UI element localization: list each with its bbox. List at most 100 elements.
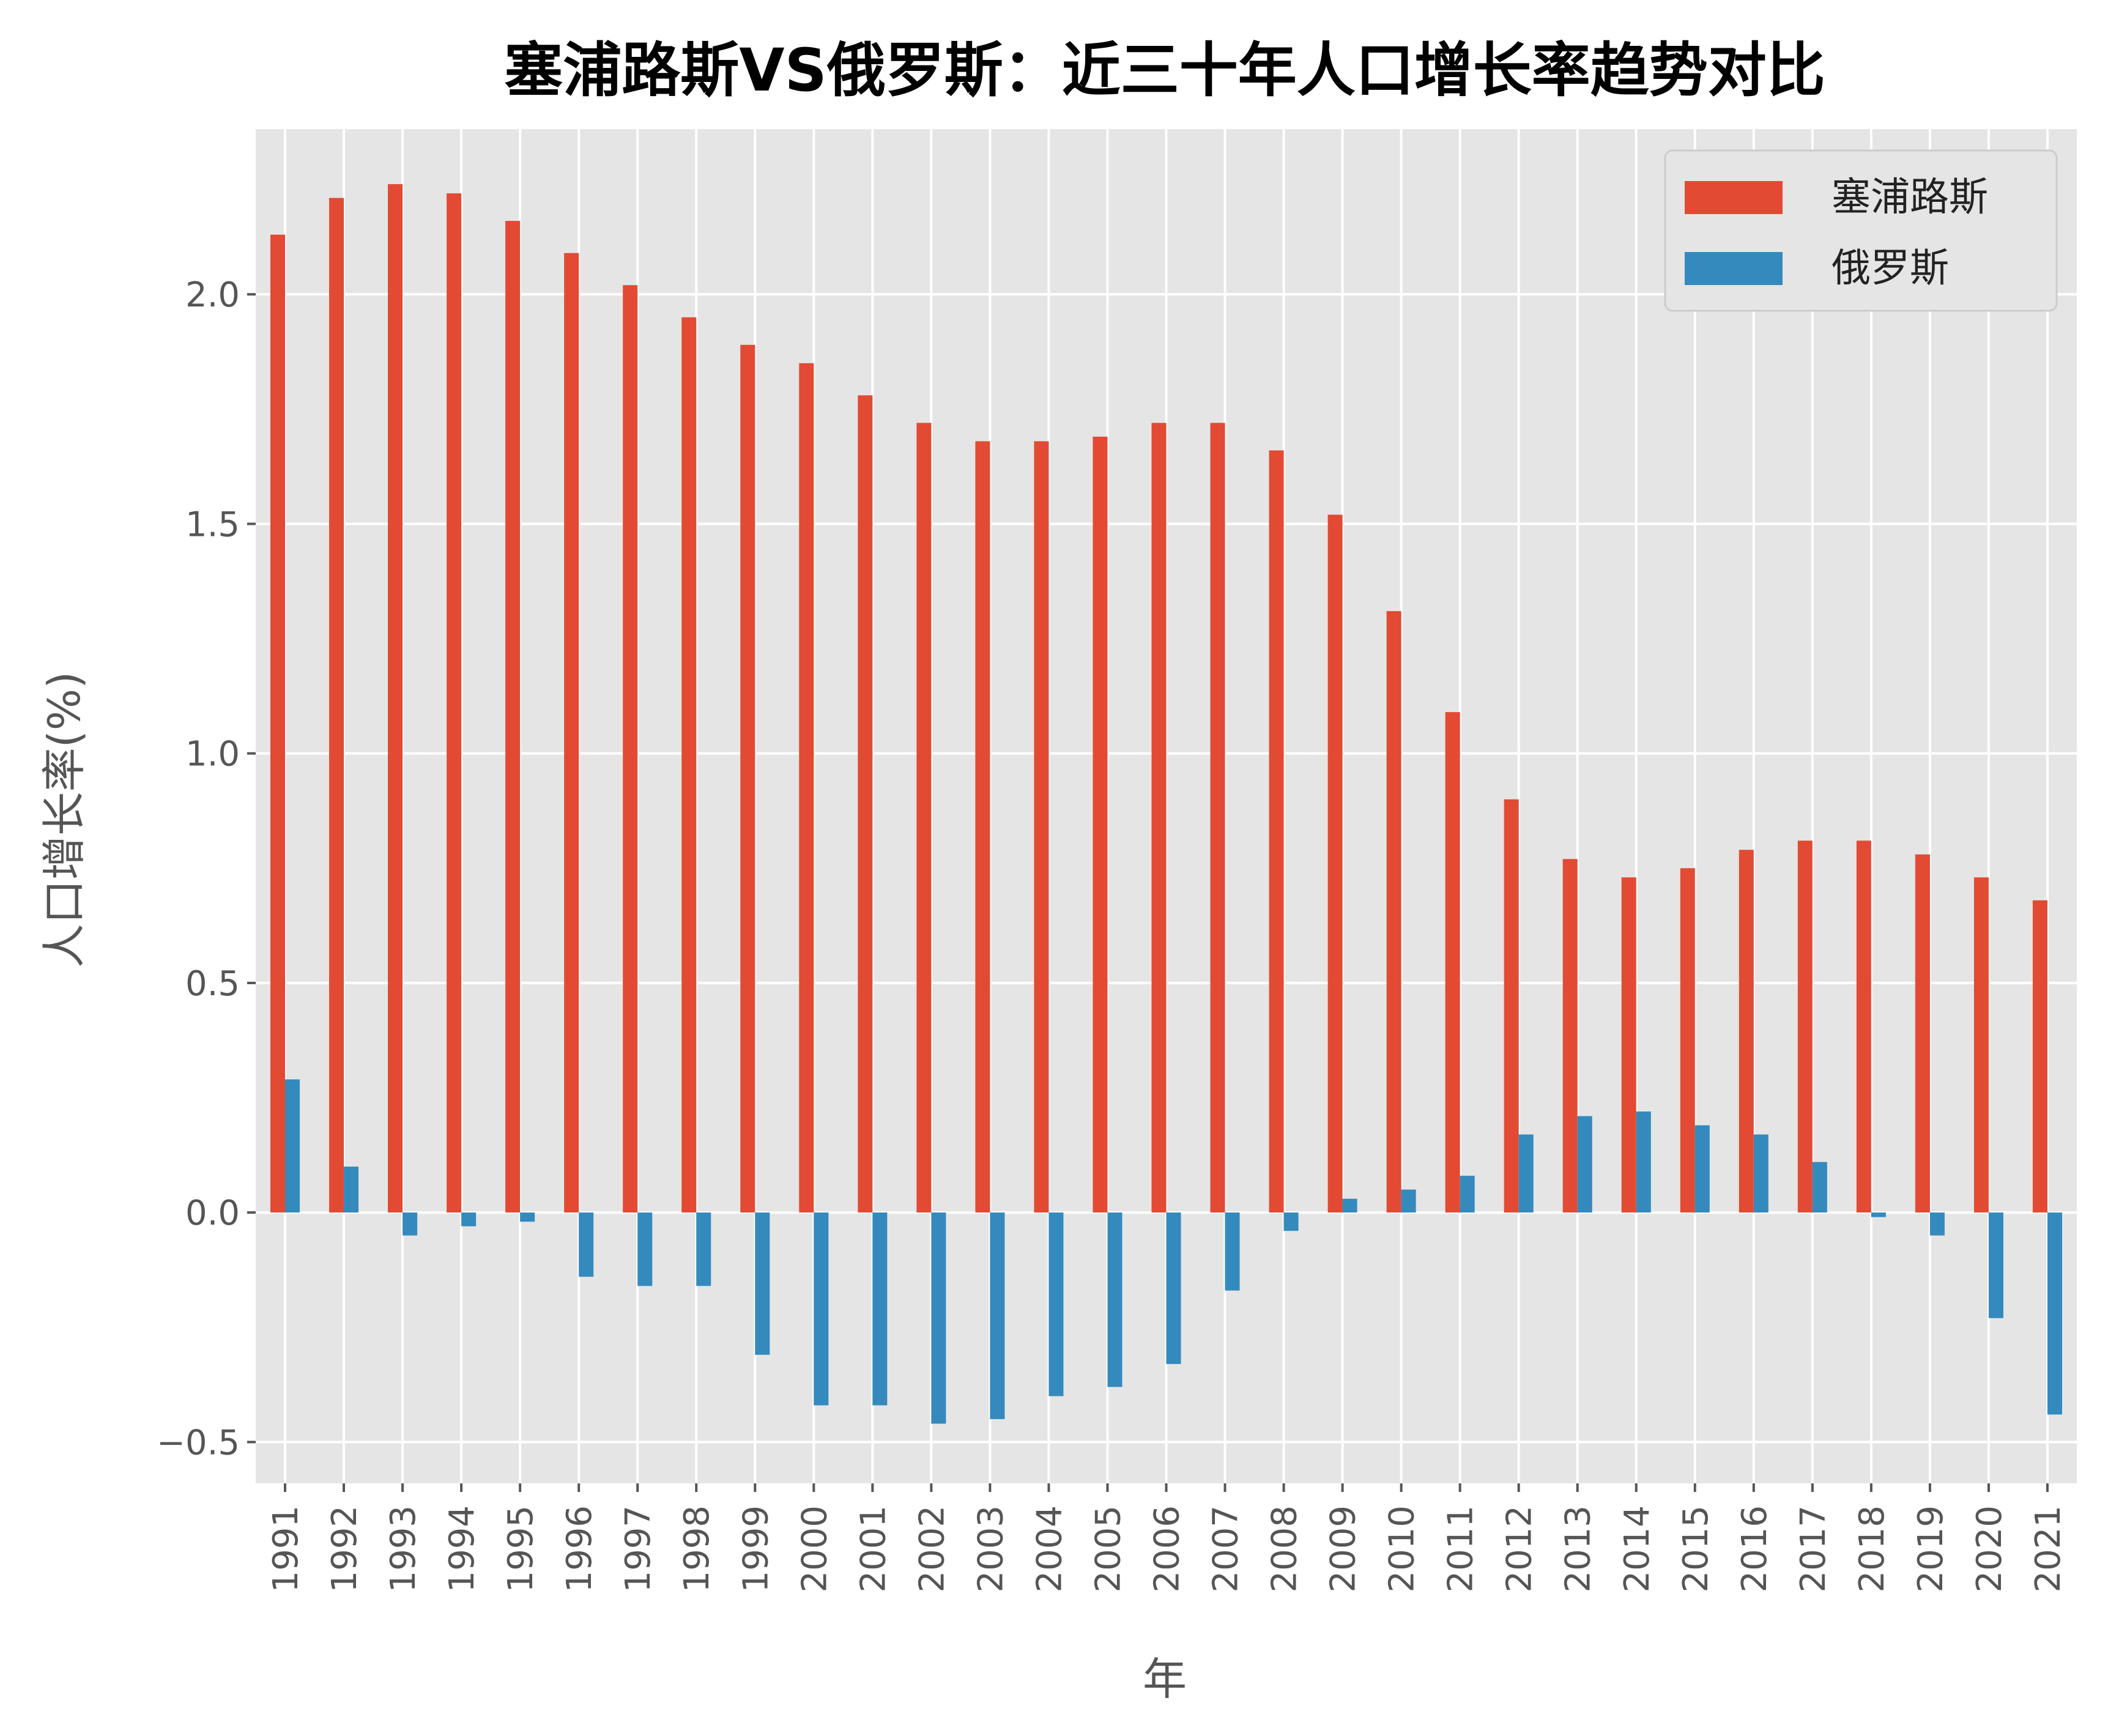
bar-russia-1992	[344, 1167, 359, 1213]
bar-russia-2006	[1166, 1212, 1181, 1364]
x-tick-label: 2011	[1441, 1505, 1481, 1593]
bar-cyprus-2014	[1621, 877, 1636, 1213]
bar-cyprus-2001	[858, 395, 873, 1213]
y-axis-label: 人口增长率(%)	[39, 672, 90, 968]
bar-russia-1998	[696, 1212, 711, 1286]
legend-label-russia: 俄罗斯	[1832, 246, 1949, 291]
bar-cyprus-2007	[1210, 423, 1225, 1213]
bar-cyprus-2013	[1562, 859, 1578, 1213]
x-tick-label: 1995	[501, 1505, 541, 1593]
bar-russia-2015	[1694, 1125, 1710, 1213]
bar-russia-2005	[1107, 1212, 1123, 1387]
y-tick-label: 2.0	[185, 275, 240, 315]
bar-cyprus-2016	[1739, 850, 1754, 1213]
x-tick-label: 1998	[677, 1505, 717, 1593]
bar-cyprus-2018	[1856, 840, 1871, 1213]
x-tick-label: 2019	[1911, 1505, 1951, 1593]
bar-russia-2012	[1518, 1134, 1534, 1213]
bar-russia-1994	[461, 1212, 477, 1226]
x-tick-label: 2012	[1500, 1505, 1540, 1593]
bar-cyprus-1998	[681, 317, 697, 1213]
bar-russia-2003	[990, 1212, 1005, 1419]
bar-cyprus-2008	[1269, 450, 1284, 1213]
bar-russia-1991	[285, 1079, 300, 1213]
x-tick-label: 2004	[1030, 1505, 1069, 1593]
x-tick-label: 2018	[1852, 1505, 1892, 1593]
y-tick-label: 1.0	[185, 735, 240, 774]
bar-cyprus-1992	[329, 198, 344, 1213]
x-tick-label: 1996	[560, 1505, 599, 1593]
bar-russia-2002	[931, 1212, 946, 1424]
bar-cyprus-1996	[564, 253, 579, 1213]
bar-cyprus-1991	[270, 234, 286, 1213]
bar-russia-2014	[1636, 1111, 1651, 1213]
bar-cyprus-1997	[623, 285, 638, 1213]
x-tick-label: 2003	[971, 1505, 1011, 1593]
bar-cyprus-2010	[1386, 611, 1401, 1213]
bar-russia-2010	[1401, 1189, 1416, 1213]
x-tick-label: 2013	[1559, 1505, 1598, 1593]
bar-cyprus-1993	[388, 184, 403, 1213]
bar-cyprus-2000	[799, 363, 814, 1213]
bar-cyprus-2003	[975, 441, 990, 1213]
x-tick-label: 2001	[853, 1505, 893, 1593]
bar-russia-2011	[1460, 1176, 1475, 1213]
legend-label-cyprus: 塞浦路斯	[1832, 175, 1988, 220]
bar-russia-2009	[1342, 1198, 1357, 1213]
bar-russia-2000	[814, 1212, 829, 1406]
bar-russia-2020	[1988, 1212, 2003, 1318]
bar-russia-2018	[1871, 1212, 1886, 1217]
x-tick-label: 2007	[1206, 1505, 1246, 1593]
y-tick-label: 1.5	[185, 505, 240, 544]
x-axis-label: 年	[1143, 1653, 1187, 1705]
x-tick-label: 1993	[384, 1505, 423, 1593]
x-tick-label: 2015	[1676, 1505, 1716, 1593]
bar-russia-2001	[872, 1212, 888, 1406]
bar-cyprus-2019	[1915, 854, 1930, 1213]
x-tick-label: 2000	[795, 1505, 834, 1593]
x-tick-label: 2008	[1265, 1505, 1305, 1593]
x-tick-label: 1999	[736, 1505, 776, 1593]
x-tick-label: 2006	[1148, 1505, 1187, 1593]
y-tick-label: 0.0	[185, 1193, 240, 1233]
x-tick-label: 1991	[266, 1505, 306, 1593]
x-tick-label: 2010	[1382, 1505, 1422, 1593]
x-tick-label: 1994	[442, 1505, 482, 1593]
x-tick-label: 2005	[1088, 1505, 1128, 1593]
x-tick-label: 2021	[2028, 1505, 2068, 1593]
bar-cyprus-2011	[1445, 712, 1460, 1213]
x-tick-label: 1992	[325, 1505, 365, 1593]
bar-cyprus-1999	[740, 344, 755, 1213]
bar-cyprus-2002	[916, 423, 932, 1213]
x-tick-label: 2009	[1324, 1505, 1364, 1593]
bar-russia-2017	[1812, 1162, 1827, 1213]
bar-russia-2004	[1048, 1212, 1064, 1397]
x-tick-label: 1997	[618, 1505, 658, 1593]
x-tick-label: 2014	[1617, 1505, 1657, 1593]
bar-russia-2008	[1283, 1212, 1299, 1231]
bar-cyprus-2005	[1093, 436, 1108, 1213]
bar-russia-2013	[1577, 1116, 1592, 1213]
bar-cyprus-2004	[1034, 441, 1049, 1213]
bar-cyprus-2017	[1797, 840, 1813, 1213]
bar-cyprus-2012	[1504, 799, 1519, 1213]
bar-russia-1997	[637, 1212, 653, 1286]
bar-cyprus-1995	[505, 221, 521, 1213]
x-tick-label: 2002	[912, 1505, 952, 1593]
bar-cyprus-2021	[2032, 900, 2047, 1213]
y-tick-label: −0.5	[157, 1423, 240, 1463]
x-tick-label: 2017	[1794, 1505, 1833, 1593]
bar-cyprus-2009	[1327, 514, 1343, 1213]
bar-russia-1993	[403, 1212, 418, 1236]
bar-cyprus-2015	[1680, 868, 1695, 1213]
x-tick-label: 2016	[1735, 1505, 1775, 1593]
legend-swatch-cyprus	[1685, 181, 1783, 214]
x-tick-label: 2020	[1970, 1505, 2010, 1593]
bar-russia-2021	[2047, 1212, 2062, 1415]
bar-cyprus-1994	[447, 193, 462, 1213]
bar-russia-2016	[1753, 1134, 1768, 1213]
chart-title: 塞浦路斯VS俄罗斯：近三十年人口增长率趋势对比	[504, 36, 1825, 105]
